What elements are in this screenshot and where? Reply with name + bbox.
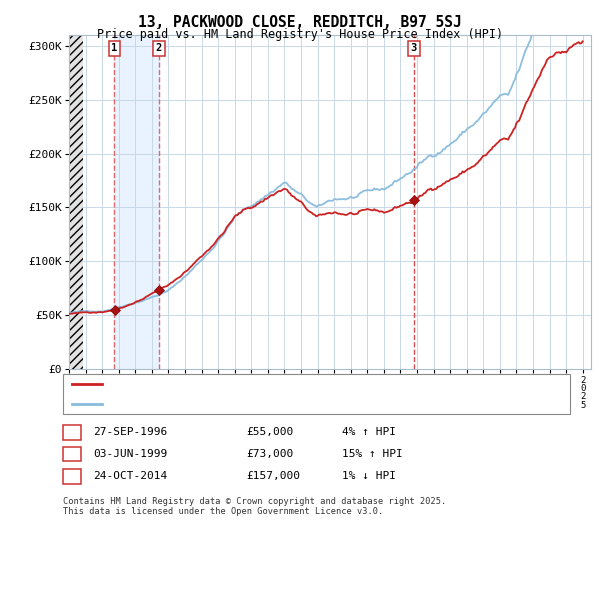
Text: 3: 3 bbox=[68, 471, 76, 481]
Text: 1: 1 bbox=[111, 43, 118, 53]
Bar bbox=[69, 35, 83, 369]
Text: 3: 3 bbox=[411, 43, 417, 53]
Text: 2: 2 bbox=[68, 449, 76, 459]
Text: £157,000: £157,000 bbox=[246, 471, 300, 481]
Text: 13, PACKWOOD CLOSE, REDDITCH, B97 5SJ: 13, PACKWOOD CLOSE, REDDITCH, B97 5SJ bbox=[138, 15, 462, 30]
Text: 03-JUN-1999: 03-JUN-1999 bbox=[93, 449, 167, 459]
Text: 13, PACKWOOD CLOSE, REDDITCH, B97 5SJ (semi-detached house): 13, PACKWOOD CLOSE, REDDITCH, B97 5SJ (s… bbox=[108, 379, 477, 388]
Text: Price paid vs. HM Land Registry's House Price Index (HPI): Price paid vs. HM Land Registry's House … bbox=[97, 28, 503, 41]
Text: 27-SEP-1996: 27-SEP-1996 bbox=[93, 427, 167, 437]
Text: HPI: Average price, semi-detached house, Redditch: HPI: Average price, semi-detached house,… bbox=[108, 399, 414, 408]
Bar bbox=[115, 35, 159, 369]
Text: 1% ↓ HPI: 1% ↓ HPI bbox=[342, 471, 396, 481]
Text: £55,000: £55,000 bbox=[246, 427, 293, 437]
Text: 15% ↑ HPI: 15% ↑ HPI bbox=[342, 449, 403, 459]
Text: £73,000: £73,000 bbox=[246, 449, 293, 459]
Text: 1: 1 bbox=[68, 427, 76, 437]
Text: Contains HM Land Registry data © Crown copyright and database right 2025.
This d: Contains HM Land Registry data © Crown c… bbox=[63, 497, 446, 516]
Text: 24-OCT-2014: 24-OCT-2014 bbox=[93, 471, 167, 481]
Text: 4% ↑ HPI: 4% ↑ HPI bbox=[342, 427, 396, 437]
Text: 2: 2 bbox=[155, 43, 162, 53]
